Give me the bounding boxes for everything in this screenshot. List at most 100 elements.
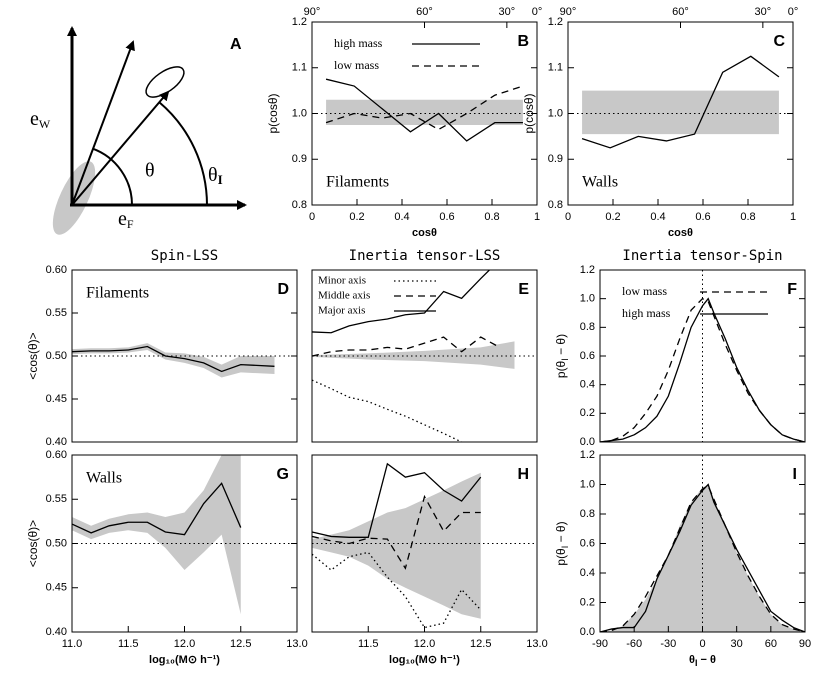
- series-line: [72, 345, 275, 373]
- angle-arc: [158, 101, 208, 206]
- x-tick-label: 1: [534, 211, 540, 223]
- confidence-band: [72, 455, 241, 615]
- confidence-band: [312, 472, 481, 619]
- legend-label: high mass: [622, 306, 671, 320]
- plot-area: [312, 78, 537, 142]
- y-tick-label: 0.4: [580, 567, 595, 579]
- x-tick-label: -30: [660, 638, 676, 650]
- series-line: [325, 78, 523, 142]
- y-axis-label: p(cosθ): [522, 93, 536, 133]
- annotation: Filaments: [326, 174, 389, 191]
- chart-title: Inertia tensor-LSS: [349, 248, 501, 264]
- label-sub: F: [127, 217, 134, 231]
- y-tick-label: 1.1: [548, 62, 563, 74]
- label-part: I: [560, 358, 570, 361]
- x-tick-label: 13.0: [286, 638, 307, 650]
- y-tick-label: 0.8: [580, 508, 595, 520]
- x-tick-label: 11.5: [358, 638, 379, 650]
- label-sub: W: [39, 117, 51, 131]
- legend-label: Middle axis: [318, 290, 370, 302]
- y-tick-label: 1.2: [580, 449, 595, 461]
- panel: 11.5 12.0 12.5 13.0 H: [311, 454, 548, 650]
- x-tick-label: 0: [309, 211, 315, 223]
- y-tick-label: 0.60: [46, 264, 67, 276]
- label-part: I: [560, 546, 570, 549]
- panel-letter: F: [787, 281, 797, 298]
- series-line: [581, 55, 780, 149]
- panel-letter: H: [517, 466, 529, 483]
- top-x-tick-label: 60°: [672, 6, 689, 18]
- y-axis-label: <cos(θ)>: [26, 332, 40, 379]
- label-part: e: [30, 108, 39, 130]
- top-x-tick-label: 30°: [755, 6, 772, 18]
- y-tick-label: 1.2: [292, 16, 307, 28]
- y-tick-label: 0.2: [580, 407, 595, 419]
- plot-area: [312, 462, 537, 629]
- plot-frame: [311, 269, 538, 443]
- rotation-loop: [145, 66, 185, 98]
- y-tick-label: 1.0: [580, 478, 595, 490]
- x-tick-label: 13.0: [526, 638, 547, 650]
- x-tick-label: 12.5: [470, 638, 491, 650]
- panel: 0.8 0.9 1.0 1.1 1.2 0 0.2 0.4 0.6 0.8 1 90° 60° 30° 0°…: [548, 6, 799, 223]
- legend-label: Major axis: [318, 305, 365, 317]
- panel-letter: C: [773, 33, 785, 50]
- legend-label: low mass: [622, 284, 667, 298]
- label-theta-i: θI: [208, 164, 223, 187]
- panel: 0.8 0.9 1.0 1.1 1.2 0 0.2 0.4 0.6 0.8 1 90° 60° 30° 0°…: [292, 6, 543, 223]
- top-x-tick-label: 0°: [532, 6, 543, 18]
- y-tick-label: 0.4: [580, 379, 595, 391]
- x-tick-label: 0.4: [650, 211, 665, 223]
- x-tick-label: 30: [731, 638, 743, 650]
- panel-letter: D: [277, 281, 289, 298]
- y-axis-label: p(θI − θ): [554, 334, 570, 378]
- y-tick-label: 0.50: [46, 350, 67, 362]
- series-line: [312, 551, 482, 629]
- legend-label: Minor axis: [318, 275, 366, 287]
- chart-title: Spin-LSS: [151, 248, 218, 264]
- y-tick-label: 1.0: [580, 293, 595, 305]
- x-tick-label: 11.5: [118, 638, 139, 650]
- area: [600, 484, 805, 632]
- y-tick-label: 1.2: [580, 264, 595, 276]
- label-part: − θ: [697, 654, 716, 666]
- plot-area: [600, 270, 805, 442]
- x-tick-label: 0.2: [605, 211, 620, 223]
- label-part: θ: [208, 164, 218, 186]
- panel: E Inertia tensor-LSS Minor axis Middle axis…: [311, 248, 538, 443]
- x-axis-label: cosθ: [412, 227, 437, 239]
- x-tick-label: -90: [592, 638, 608, 650]
- confidence-band: [582, 90, 779, 135]
- y-tick-label: 0.8: [292, 199, 307, 211]
- panel-letter: A: [230, 36, 242, 53]
- y-tick-label: 0.60: [46, 449, 67, 461]
- label-part: e: [118, 208, 127, 230]
- x-axis-label: cosθ: [668, 227, 693, 239]
- y-tick-label: 0.6: [580, 350, 595, 362]
- plot-area: [72, 343, 297, 378]
- x-tick-label: 90: [799, 638, 811, 650]
- y-tick-label: 0.55: [46, 493, 67, 505]
- x-tick-label: 0: [699, 638, 705, 650]
- plot-area: [72, 455, 297, 615]
- y-tick-label: 1.1: [292, 62, 307, 74]
- x-tick-label: 0.6: [439, 211, 454, 223]
- y-tick-label: 1.2: [548, 16, 563, 28]
- label-sub: I: [218, 172, 223, 187]
- panel: 0.0 0.2 0.4 0.6 0.8 1.0 1.2 -90 -60 -30 0 30 60 90 I: [580, 449, 811, 650]
- label-part: − θ): [554, 334, 568, 358]
- vector-arrow: [71, 40, 135, 206]
- label-part: θ: [689, 654, 695, 666]
- legend-label: low mass: [334, 58, 379, 72]
- y-axis-label: p(θI − θ): [554, 521, 570, 565]
- y-tick-label: 0.9: [548, 153, 563, 165]
- plot-area: [568, 55, 793, 149]
- series-line: [312, 270, 491, 334]
- x-tick-label: 0.8: [484, 211, 499, 223]
- label-theta: θ: [145, 160, 155, 182]
- series-line: [600, 483, 805, 632]
- y-tick-label: 0.45: [46, 393, 67, 405]
- series-line: [72, 482, 242, 536]
- x-tick-label: -60: [626, 638, 642, 650]
